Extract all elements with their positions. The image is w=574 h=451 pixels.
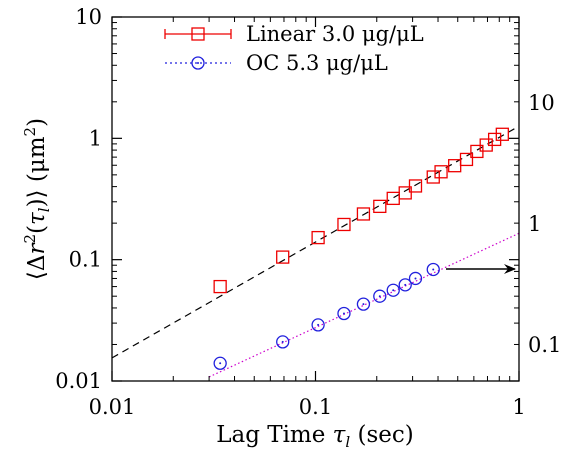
oc-data-point-center bbox=[404, 283, 407, 286]
ticks-layer: 0.01 0.1 1 0.01 0.1 1 10 0.1 1 10 bbox=[55, 5, 561, 419]
linear-data-point bbox=[356, 207, 371, 221]
oc-data-point-center bbox=[392, 289, 395, 292]
linear-data-point bbox=[386, 191, 400, 206]
x-axis-title: Lag Time τl (sec) bbox=[216, 422, 414, 451]
legend-label-linear: Linear 3.0 μg/μL bbox=[246, 22, 424, 46]
linear-data-point bbox=[311, 230, 325, 245]
secondary-y-tick-label: 0.1 bbox=[528, 333, 561, 357]
oc-data-point-center bbox=[317, 323, 320, 326]
linear-data-point bbox=[426, 170, 440, 184]
y-axis-title: ⟨Δr2(τl)⟩ (μm2) bbox=[21, 118, 53, 280]
linear-data-point bbox=[276, 250, 290, 264]
y-tick-label: 0.01 bbox=[55, 369, 102, 393]
linear-data-point bbox=[337, 217, 351, 232]
linear-data-point bbox=[495, 127, 509, 141]
secondary-y-tick-label: 10 bbox=[528, 91, 555, 115]
oc-data-point bbox=[398, 278, 412, 292]
linear-data-point bbox=[373, 199, 387, 214]
oc-data-point bbox=[373, 289, 387, 303]
linear-data-point bbox=[459, 152, 474, 167]
x-tick-label: 0.1 bbox=[299, 395, 332, 419]
linear-data-point bbox=[487, 132, 502, 147]
y-tick-label: 0.1 bbox=[69, 248, 102, 272]
oc-data-point bbox=[213, 356, 227, 370]
secondary-y-tick-label: 1 bbox=[528, 212, 541, 236]
oc-data-point bbox=[408, 271, 423, 286]
series-layer bbox=[213, 127, 509, 370]
oc-data-point-center bbox=[378, 295, 381, 298]
oc-data-point bbox=[337, 306, 351, 321]
fit-line-oc bbox=[208, 232, 519, 378]
oc-data-point bbox=[426, 262, 440, 277]
oc-data-point bbox=[386, 283, 400, 297]
legend-square-marker bbox=[191, 27, 205, 41]
legend-label-oc: OC 5.3 μg/μL bbox=[246, 51, 388, 75]
legend: Linear 3.0 μg/μL OC 5.3 μg/μL bbox=[164, 22, 424, 75]
fit-lines bbox=[112, 125, 519, 378]
oc-data-point-center bbox=[342, 312, 345, 315]
y-tick-label: 1 bbox=[89, 126, 102, 150]
fit-line-linear bbox=[112, 125, 519, 359]
linear-data-point bbox=[398, 186, 412, 200]
oc-data-point bbox=[311, 318, 325, 332]
oc-data-point-center bbox=[414, 277, 417, 280]
oc-data-point-center bbox=[281, 340, 284, 343]
legend-circle-marker bbox=[191, 56, 205, 70]
oc-data-point bbox=[276, 335, 290, 349]
linear-data-point bbox=[408, 179, 423, 193]
oc-data-point bbox=[356, 297, 371, 311]
linear-data-point bbox=[213, 279, 227, 294]
oc-data-point-center bbox=[362, 303, 365, 306]
legend-circle-dot bbox=[197, 62, 199, 64]
oc-data-point-center bbox=[219, 362, 222, 365]
oc-data-point-center bbox=[432, 268, 435, 271]
x-tick-label: 1 bbox=[512, 395, 525, 419]
x-tick-label: 0.01 bbox=[89, 395, 136, 419]
y-tick-label: 10 bbox=[75, 5, 102, 29]
linear-data-point bbox=[434, 165, 448, 179]
